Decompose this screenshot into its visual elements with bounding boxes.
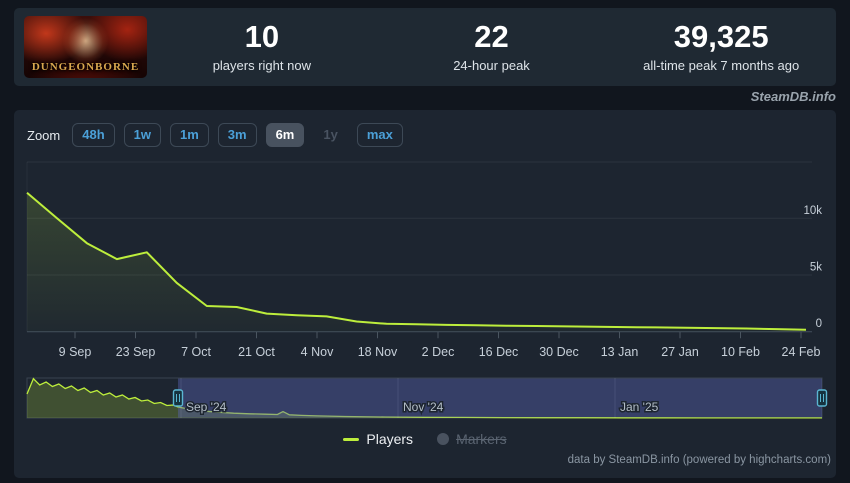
x-axis-label-30-Dec: 30 Dec	[539, 345, 579, 359]
navigator-label-Sep24: Sep '24	[186, 400, 227, 414]
x-axis-label-23-Sep: 23 Sep	[116, 345, 156, 359]
alltime-peak-value: 39,325	[673, 19, 769, 55]
navigator-selected-range-mask[interactable]	[178, 378, 822, 418]
x-axis-label-18-Nov: 18 Nov	[358, 345, 398, 359]
legend-markers-label: Markers	[456, 431, 507, 447]
y-axis-label-10k: 10k	[803, 205, 822, 217]
navigator-area-fill	[27, 378, 822, 418]
navigator-label-Jan25: Jan '25	[620, 400, 659, 414]
stat-current-players: 10 players right now	[147, 8, 377, 86]
legend-item-players[interactable]: Players	[343, 431, 413, 447]
zoom-button-1y: 1y	[313, 123, 347, 147]
x-axis-label-7-Oct: 7 Oct	[181, 345, 211, 359]
x-axis-label-4-Nov: 4 Nov	[301, 345, 334, 359]
x-axis-label-27-Jan: 27 Jan	[661, 345, 699, 359]
players-series-line[interactable]	[26, 192, 807, 331]
navigator-series-line	[26, 377, 822, 419]
highcharts-credits-link[interactable]: data by SteamDB.info (powered by highcha…	[567, 454, 831, 466]
players-area-fill	[27, 192, 806, 332]
alltime-peak-label: all-time peak 7 months ago	[643, 57, 800, 73]
navigator-label-Nov24: Nov '24	[403, 400, 444, 414]
navigator-right-handle-body	[816, 389, 828, 407]
y-axis-label-5k: 5k	[810, 262, 822, 274]
stat-24h-peak: 22 24-hour peak	[377, 8, 607, 86]
current-players-label: players right now	[212, 57, 311, 73]
stat-alltime-peak: 39,325 all-time peak 7 months ago	[606, 8, 836, 86]
x-axis-label-21-Oct: 21 Oct	[238, 345, 275, 359]
players-line-swatch	[343, 437, 360, 441]
steamdb-watermark: SteamDB.info	[750, 89, 836, 104]
24h-peak-value: 22	[474, 19, 509, 55]
zoom-button-1w[interactable]: 1w	[123, 123, 161, 147]
navigator-left-handle[interactable]	[172, 389, 184, 407]
zoom-button-1m[interactable]: 1m	[169, 123, 209, 147]
zoom-toolbar-label: Zoom	[27, 127, 61, 143]
current-players-value: 10	[244, 19, 280, 55]
zoom-button-48h[interactable]: 48h	[72, 123, 115, 147]
y-axis-label-0: 0	[816, 318, 822, 330]
24h-peak-label: 24-hour peak	[453, 57, 530, 73]
markers-dot-swatch	[437, 433, 450, 445]
zoom-button-3m[interactable]: 3m	[217, 123, 257, 147]
stats-row: 10 players right now 22 24-hour peak 39,…	[147, 8, 836, 86]
zoom-toolbar: Zoom 48h 1w 1m 3m 6m 1y max	[27, 122, 403, 148]
game-banner[interactable]: DUNGEONBORNE	[24, 16, 147, 78]
chart-legend: Players Markers	[14, 431, 836, 447]
navigator-right-handle[interactable]	[816, 389, 828, 407]
x-axis-label-24-Feb: 24 Feb	[782, 345, 821, 359]
chart-panel: 0 5k 10k 9 Sep 23 Sep 7 Oct 21 Oct 4 Nov 18 Nov 2…	[14, 110, 836, 478]
legend-item-markers[interactable]: Markers	[437, 431, 507, 447]
players-chart[interactable]: 0 5k 10k 9 Sep 23 Sep 7 Oct 21 Oct 4 Nov 18 Nov 2…	[14, 110, 836, 478]
x-axis-label-16-Dec: 16 Dec	[479, 345, 519, 359]
x-axis-label-10-Feb: 10 Feb	[721, 345, 760, 359]
game-stats-header: DUNGEONBORNE 10 players right now 22 24-…	[14, 8, 836, 86]
game-title: DUNGEONBORNE	[31, 61, 140, 73]
navigator-left-handle-body	[172, 389, 184, 407]
x-axis-label-13-Jan: 13 Jan	[601, 345, 639, 359]
legend-players-label: Players	[366, 431, 414, 447]
zoom-button-max[interactable]: max	[356, 123, 403, 147]
zoom-button-6m[interactable]: 6m	[265, 123, 305, 147]
x-axis-label-2-Dec: 2 Dec	[422, 345, 455, 359]
x-axis-label-9-Sep: 9 Sep	[59, 345, 92, 359]
